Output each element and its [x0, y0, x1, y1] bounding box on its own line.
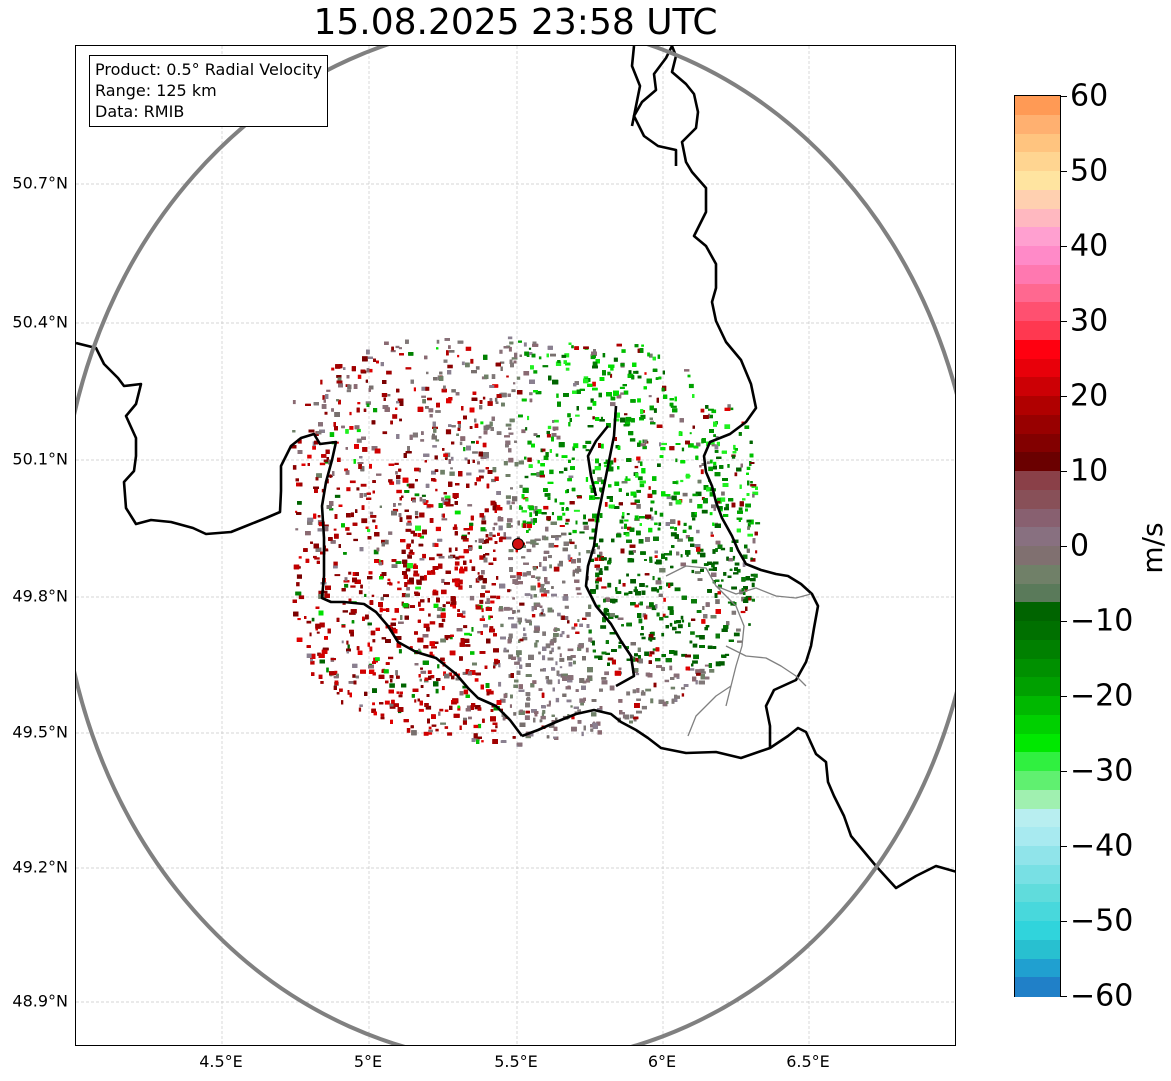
country-borders [76, 46, 955, 890]
colorbar-segment [1015, 958, 1060, 978]
radar-site-marker [512, 538, 524, 550]
lon-tick-label: 4.5°E [199, 1052, 243, 1071]
colorbar-segment [1015, 883, 1060, 903]
colorbar-tick-mark [1061, 96, 1067, 97]
colorbar-tick-label: −20 [1070, 678, 1134, 714]
colorbar-segment [1015, 602, 1060, 622]
colorbar-segment [1015, 921, 1060, 941]
colorbar-tick-mark [1061, 921, 1067, 922]
colorbar-tick-label: 40 [1070, 228, 1109, 264]
colorbar-tick-label: 60 [1070, 78, 1109, 114]
colorbar-segment [1015, 471, 1060, 491]
lon-tick-label: 6.5°E [786, 1052, 830, 1071]
colorbar-segment [1015, 189, 1060, 210]
colorbar-segment [1015, 827, 1060, 847]
colorbar-tick-label: −30 [1070, 753, 1134, 789]
colorbar-segment [1015, 133, 1060, 153]
colorbar-tick-label: −40 [1070, 828, 1134, 864]
colorbar-segment [1015, 396, 1060, 416]
colorbar-tick-mark [1061, 321, 1067, 322]
colorbar-segment [1015, 283, 1060, 303]
colorbar-segment [1015, 152, 1060, 172]
radar-map[interactable] [75, 45, 956, 1046]
colorbar-tick-label: 10 [1070, 453, 1109, 489]
colorbar-segment [1015, 452, 1060, 472]
lon-tick-label: 6°E [647, 1052, 677, 1071]
colorbar-segment [1015, 508, 1060, 528]
colorbar-tick-label: 0 [1070, 528, 1090, 564]
colorbar-tick-mark [1061, 396, 1067, 397]
colorbar-segment [1015, 246, 1060, 266]
velocity-echoes [291, 336, 761, 747]
colorbar-segment [1015, 171, 1060, 191]
lat-tick-label: 49.8°N [12, 586, 68, 606]
colorbar [1014, 95, 1061, 997]
lat-tick-label: 48.9°N [12, 991, 68, 1011]
lat-tick-label: 50.7°N [12, 173, 68, 193]
colorbar-segment [1015, 414, 1060, 435]
colorbar-segment [1015, 977, 1060, 997]
colorbar-segment [1015, 677, 1060, 697]
colorbar-segment [1015, 714, 1060, 735]
lat-tick-label: 49.2°N [12, 857, 68, 877]
colorbar-tick-mark [1061, 621, 1067, 622]
colorbar-segment [1015, 639, 1060, 660]
colorbar-segment [1015, 902, 1060, 922]
colorbar-segment [1015, 339, 1060, 360]
colorbar-tick-mark [1061, 471, 1067, 472]
lon-tick-label: 5°E [353, 1052, 383, 1071]
lat-tick-label: 50.4°N [12, 312, 68, 332]
colorbar-tick-mark [1061, 171, 1067, 172]
colorbar-segment [1015, 733, 1060, 753]
lat-tick-label: 50.1°N [12, 449, 68, 469]
colorbar-tick-mark [1061, 771, 1067, 772]
colorbar-tick-mark [1061, 996, 1067, 997]
colorbar-segment [1015, 846, 1060, 866]
colorbar-tick-label: 20 [1070, 378, 1109, 414]
colorbar-segment [1015, 752, 1060, 772]
colorbar-segment [1015, 789, 1060, 810]
colorbar-segment [1015, 939, 1060, 960]
colorbar-segment [1015, 114, 1060, 135]
lat-tick-label: 49.5°N [12, 722, 68, 742]
lon-tick-label: 5.5°E [494, 1052, 538, 1071]
colorbar-segment [1015, 658, 1060, 678]
colorbar-segment [1015, 96, 1060, 116]
colorbar-label: m/s [1136, 522, 1170, 574]
colorbar-tick-mark [1061, 246, 1067, 247]
colorbar-segment [1015, 696, 1060, 716]
colorbar-segment [1015, 358, 1060, 378]
colorbar-segment [1015, 433, 1060, 453]
colorbar-tick-label: −60 [1070, 978, 1134, 1014]
map-canvas [76, 46, 955, 1045]
colorbar-segment [1015, 377, 1060, 397]
colorbar-segment [1015, 621, 1060, 641]
colorbar-segment [1015, 546, 1060, 566]
colorbar-segment [1015, 208, 1060, 228]
colorbar-segment [1015, 489, 1060, 510]
colorbar-segment [1015, 564, 1060, 585]
info-product: Product: 0.5° Radial Velocity [95, 60, 323, 79]
chart-title: 15.08.2025 23:58 UTC [313, 2, 718, 43]
colorbar-segment [1015, 808, 1060, 828]
colorbar-segment [1015, 264, 1060, 285]
colorbar-tick-label: −50 [1070, 903, 1134, 939]
colorbar-segment [1015, 321, 1060, 341]
colorbar-tick-mark [1061, 696, 1067, 697]
info-source: Data: RMIB [95, 102, 185, 121]
colorbar-tick-label: 50 [1070, 153, 1109, 189]
colorbar-tick-mark [1061, 846, 1067, 847]
colorbar-segment [1015, 864, 1060, 885]
colorbar-tick-mark [1061, 546, 1067, 547]
colorbar-segment [1015, 227, 1060, 247]
colorbar-tick-label: 30 [1070, 303, 1109, 339]
region-borders [665, 565, 812, 737]
colorbar-tick-label: −10 [1070, 603, 1134, 639]
colorbar-segment [1015, 302, 1060, 322]
colorbar-segment [1015, 583, 1060, 603]
info-box: Product: 0.5° Radial Velocity Range: 125… [89, 55, 329, 127]
colorbar-segment [1015, 771, 1060, 791]
info-range: Range: 125 km [95, 81, 217, 100]
colorbar-segment [1015, 527, 1060, 547]
